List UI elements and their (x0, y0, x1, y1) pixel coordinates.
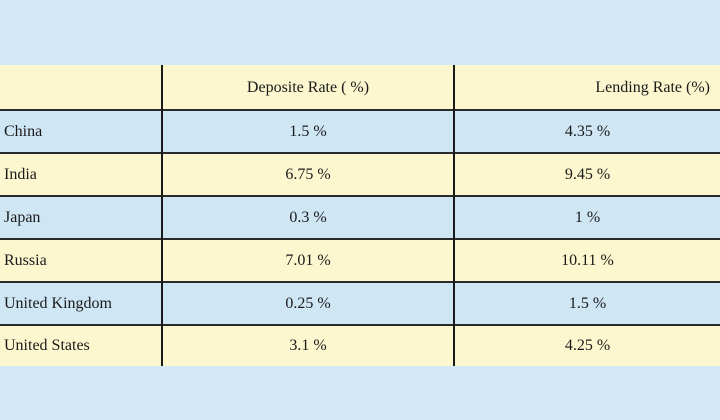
table-row: Japan 0.3 % 1 % (0, 195, 720, 239)
country-cell: Russia (0, 238, 163, 282)
interest-rate-table: Deposite Rate ( %) Lending Rate (%) Chin… (0, 65, 720, 366)
lending-rate-cell: 10.11 % (454, 238, 720, 282)
country-cell: Japan (0, 195, 163, 239)
lending-rate-cell: 1.5 % (454, 281, 720, 325)
header-row: Deposite Rate ( %) Lending Rate (%) (0, 65, 720, 110)
country-cell: India (0, 152, 163, 196)
country-cell: United States (0, 324, 163, 366)
table-row: Russia 7.01 % 10.11 % (0, 238, 720, 282)
country-cell: China (0, 109, 163, 153)
deposit-rate-cell: 0.25 % (162, 281, 455, 325)
deposit-rate-cell: 0.3 % (162, 195, 455, 239)
deposit-rate-cell: 1.5 % (162, 109, 455, 153)
table-row: China 1.5 % 4.35 % (0, 109, 720, 153)
country-cell: United Kingdom (0, 281, 163, 325)
header-deposit-rate: Deposite Rate ( %) (162, 65, 455, 110)
lending-rate-cell: 4.35 % (454, 109, 720, 153)
lending-rate-cell: 1 % (454, 195, 720, 239)
header-country (0, 65, 163, 110)
deposit-rate-cell: 6.75 % (162, 152, 455, 196)
header-lending-rate: Lending Rate (%) (595, 79, 710, 96)
table-row: India 6.75 % 9.45 % (0, 152, 720, 196)
deposit-rate-cell: 3.1 % (162, 324, 455, 366)
table-row: United Kingdom 0.25 % 1.5 % (0, 281, 720, 325)
deposit-rate-cell: 7.01 % (162, 238, 455, 282)
lending-rate-cell: 9.45 % (454, 152, 720, 196)
table-row: United States 3.1 % 4.25 % (0, 324, 720, 366)
lending-rate-cell: 4.25 % (454, 324, 720, 366)
